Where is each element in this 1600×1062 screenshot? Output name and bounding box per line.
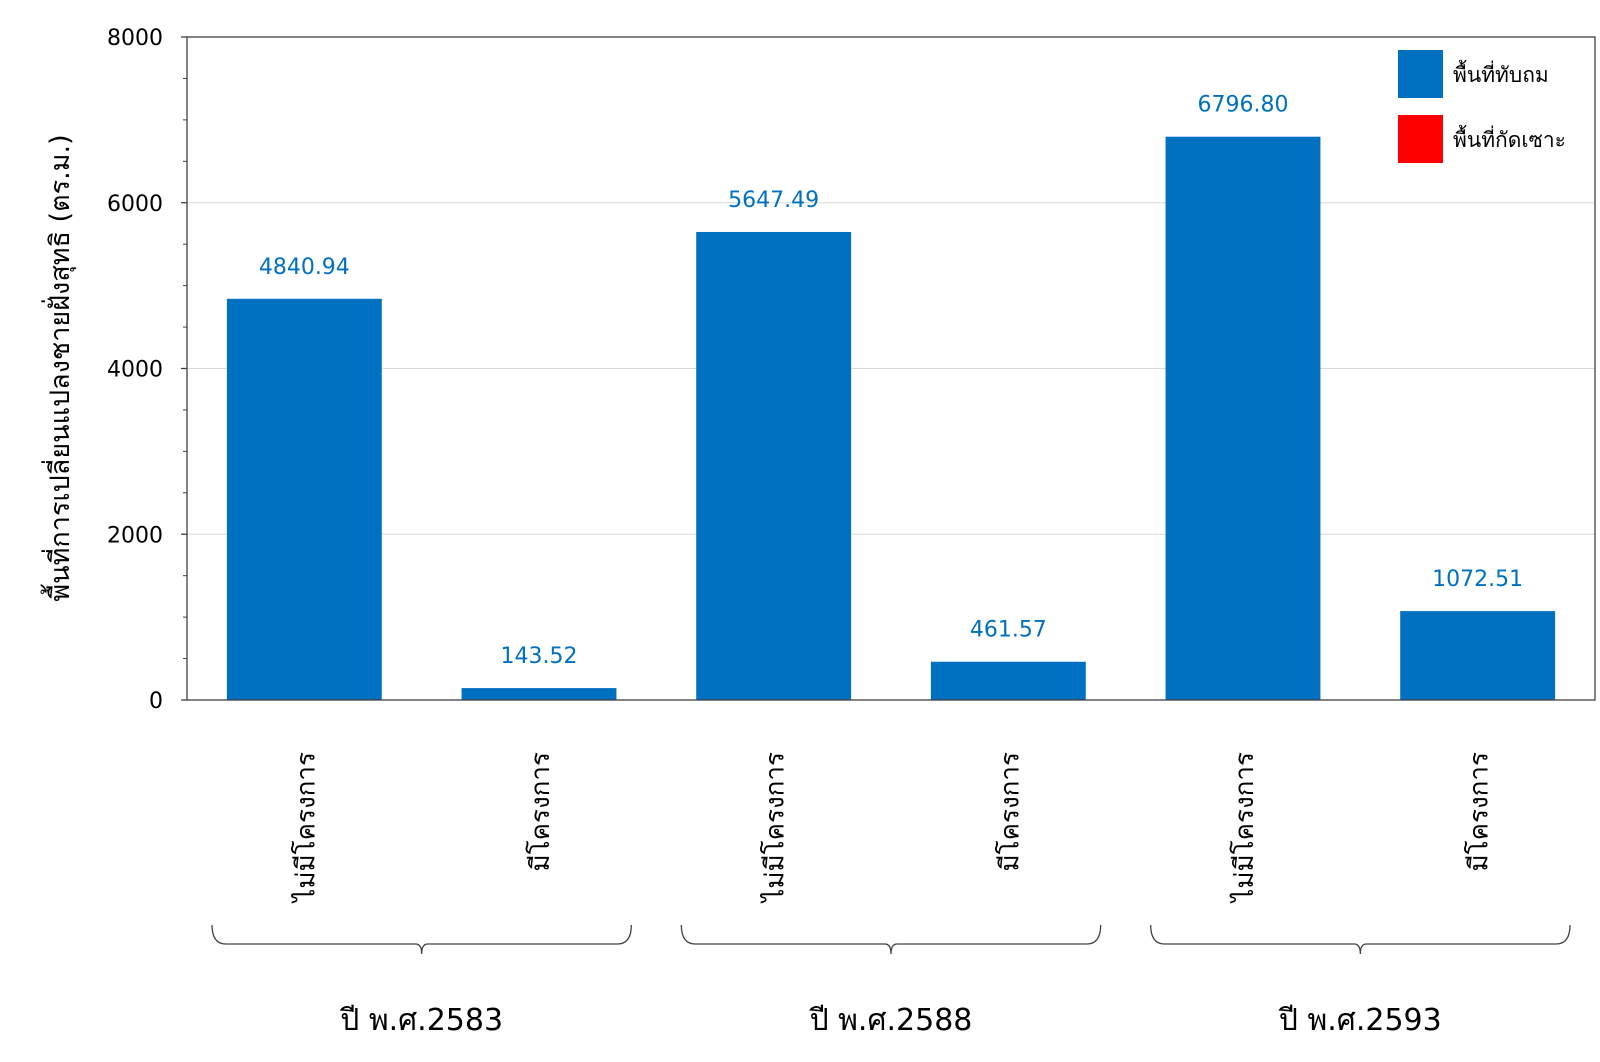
group-brace bbox=[1150, 924, 1571, 955]
legend-swatch bbox=[1398, 50, 1443, 98]
data-labels: 4840.94 143.52 5647.49 461.57 6796.80 1072.51 bbox=[259, 93, 1523, 669]
data-label: 6796.80 bbox=[1198, 93, 1289, 118]
y-tick-label: 4000 bbox=[107, 358, 163, 383]
y-axis-title: พื้นที่การเปลี่ยนแปลงชายฝั่งสุทธิ (ตร.ม.… bbox=[40, 134, 77, 601]
group-label: ปี พ.ศ.2588 bbox=[809, 1003, 973, 1038]
legend-swatch bbox=[1398, 115, 1443, 163]
bar bbox=[461, 688, 617, 700]
bar bbox=[696, 231, 852, 700]
group-label: ปี พ.ศ.2593 bbox=[1278, 1003, 1442, 1038]
bar bbox=[930, 661, 1086, 700]
y-tick-label: 0 bbox=[149, 689, 163, 714]
bar bbox=[1400, 611, 1556, 700]
group-brace bbox=[680, 924, 1102, 955]
legend-label: พื้นที่กัดเซาะ bbox=[1453, 125, 1566, 152]
category-label: ไม่มีโครงการ bbox=[1229, 752, 1260, 904]
data-label: 461.57 bbox=[970, 618, 1047, 643]
y-axis: 0 2000 4000 6000 8000 bbox=[107, 26, 187, 714]
bar bbox=[1165, 136, 1321, 700]
data-label: 5647.49 bbox=[728, 188, 819, 213]
bars bbox=[226, 136, 1556, 700]
legend-label: พื้นที่ทับถม bbox=[1453, 60, 1549, 87]
group-label: ปี พ.ศ.2583 bbox=[339, 1003, 503, 1038]
category-label: มีโครงการ bbox=[525, 752, 556, 871]
group-labels: ปี พ.ศ.2583 ปี พ.ศ.2588 ปี พ.ศ.2593 bbox=[211, 924, 1571, 1038]
category-labels: ไม่มีโครงการ มีโครงการ ไม่มีโครงการ มีโครงก… bbox=[290, 752, 1494, 904]
data-label: 1072.51 bbox=[1432, 567, 1523, 592]
category-label: มีโครงการ bbox=[1464, 752, 1495, 871]
data-label: 143.52 bbox=[501, 644, 578, 669]
y-tick-label: 2000 bbox=[107, 523, 163, 548]
data-label: 4840.94 bbox=[259, 255, 350, 280]
category-label: ไม่มีโครงการ bbox=[760, 752, 791, 904]
y-tick-label: 6000 bbox=[107, 192, 163, 217]
category-label: ไม่มีโครงการ bbox=[290, 752, 321, 904]
category-label: มีโครงการ bbox=[994, 752, 1025, 871]
gridlines bbox=[187, 202, 1595, 535]
y-tick-label: 8000 bbox=[107, 26, 163, 51]
group-brace bbox=[211, 924, 632, 955]
bar bbox=[226, 298, 382, 700]
